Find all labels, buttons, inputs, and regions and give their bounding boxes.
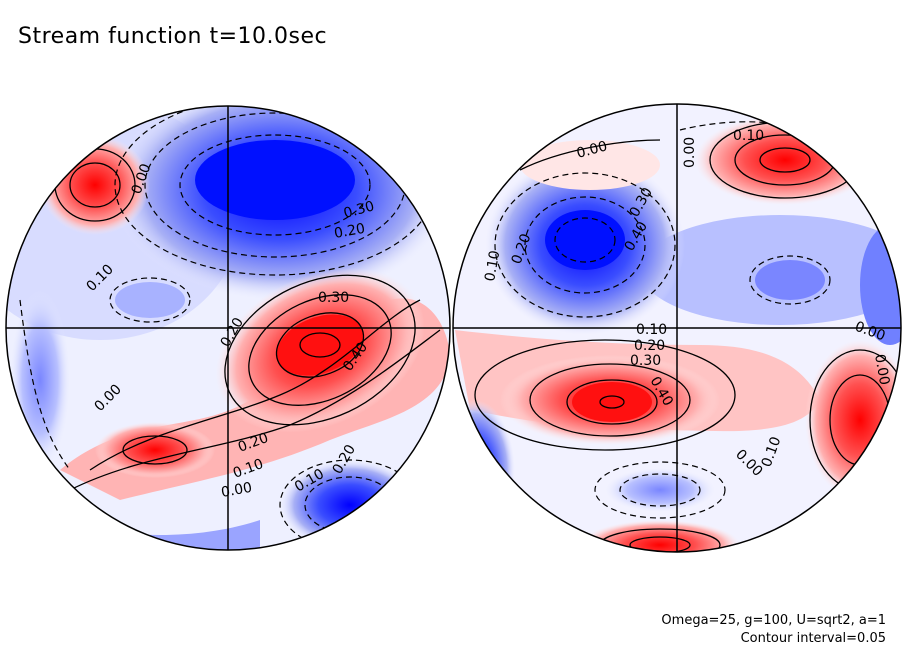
contour-label: 0.30 <box>342 198 376 222</box>
contour-label: 0.20 <box>634 338 665 354</box>
contour-label: 0.10 <box>482 249 503 282</box>
contour-label: 0.00 <box>575 138 609 162</box>
left-hemisphere-outline <box>5 105 451 551</box>
contour-label: 0.00 <box>871 353 892 386</box>
contour-label: 0.20 <box>333 221 366 242</box>
plot-title: Stream function t=10.0sec <box>18 24 328 49</box>
contour-label: 0.30 <box>318 290 349 306</box>
parameters-note: Omega=25, g=100, U=sqrt2, a=1 <box>661 613 886 628</box>
contour-label: 0.30 <box>630 353 661 369</box>
contour-label: 0.00 <box>682 137 698 168</box>
right-hemisphere-outline <box>452 103 902 553</box>
right-hemisphere: 0.00 0.10 0.00 0.30 0.20 0.40 0.10 0.10 … <box>452 103 902 553</box>
contour-label: 0.00 <box>220 480 253 501</box>
contour-interval-note: Contour interval=0.05 <box>740 631 886 646</box>
contour-label: 0.10 <box>636 322 667 338</box>
contour-label: 0.10 <box>733 128 764 144</box>
